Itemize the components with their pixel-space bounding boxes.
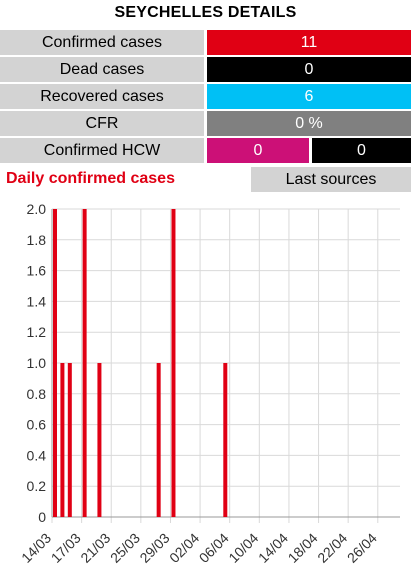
stat-row-hcw: Confirmed HCW 0 0 (0, 138, 411, 163)
bar (67, 363, 72, 517)
hcw-value-b: 0 (312, 138, 411, 163)
bar (171, 209, 176, 517)
bar (60, 363, 65, 517)
y-tick-label: 1.8 (27, 232, 47, 248)
y-tick-label: 1.0 (27, 355, 47, 371)
confirmed-value: 11 (207, 30, 411, 55)
y-tick-label: 0 (38, 509, 46, 525)
bar (223, 363, 228, 517)
bar (82, 209, 87, 517)
x-tick-label: 18/04 (285, 530, 321, 566)
y-tick-label: 1.4 (27, 293, 47, 309)
y-tick-label: 1.6 (27, 263, 47, 279)
bar (53, 209, 57, 517)
y-tick-label: 0.8 (27, 386, 47, 402)
y-tick-label: 0.6 (27, 417, 47, 433)
x-tick-label: 22/04 (314, 530, 350, 566)
x-tick-label: 25/03 (107, 530, 143, 566)
x-tick-label: 10/04 (225, 530, 261, 566)
cfr-value: 0 % (207, 111, 411, 136)
y-tick-label: 1.2 (27, 324, 47, 340)
hcw-label: Confirmed HCW (0, 138, 204, 163)
daily-cases-chart: 0 0.2 0.4 0.6 0.8 1.0 1.2 1.4 1.6 1.8 2.0 14/0317/0… (18, 201, 400, 566)
stat-row-cfr: CFR 0 % (0, 111, 411, 136)
x-tick-label: 06/04 (196, 530, 232, 566)
dead-value: 0 (207, 57, 411, 82)
x-tick-label: 02/04 (166, 530, 202, 566)
last-sources-button[interactable]: Last sources (251, 167, 411, 192)
cfr-label: CFR (0, 111, 204, 136)
confirmed-label: Confirmed cases (0, 30, 204, 55)
x-tick-label: 21/03 (77, 530, 113, 566)
recovered-value: 6 (207, 84, 411, 109)
recovered-label: Recovered cases (0, 84, 204, 109)
x-tick-label: 26/04 (344, 530, 380, 566)
bar (97, 363, 102, 517)
stat-row-recovered: Recovered cases 6 (0, 84, 411, 109)
daily-cases-title: Daily confirmed cases (6, 170, 175, 187)
y-tick-label: 2.0 (27, 201, 47, 217)
x-tick-label: 29/03 (136, 530, 172, 566)
x-tick-label: 14/04 (255, 530, 291, 566)
y-tick-label: 0.4 (27, 447, 47, 463)
dead-label: Dead cases (0, 57, 204, 82)
stat-row-confirmed: Confirmed cases 11 (0, 30, 411, 55)
page-title: SEYCHELLES DETAILS (114, 4, 297, 21)
x-tick-label: 14/03 (18, 530, 54, 566)
hcw-value-a: 0 (207, 138, 309, 163)
y-tick-label: 0.2 (27, 478, 47, 494)
x-tick-label: 17/03 (48, 530, 84, 566)
bar (156, 363, 161, 517)
stat-row-dead: Dead cases 0 (0, 57, 411, 82)
